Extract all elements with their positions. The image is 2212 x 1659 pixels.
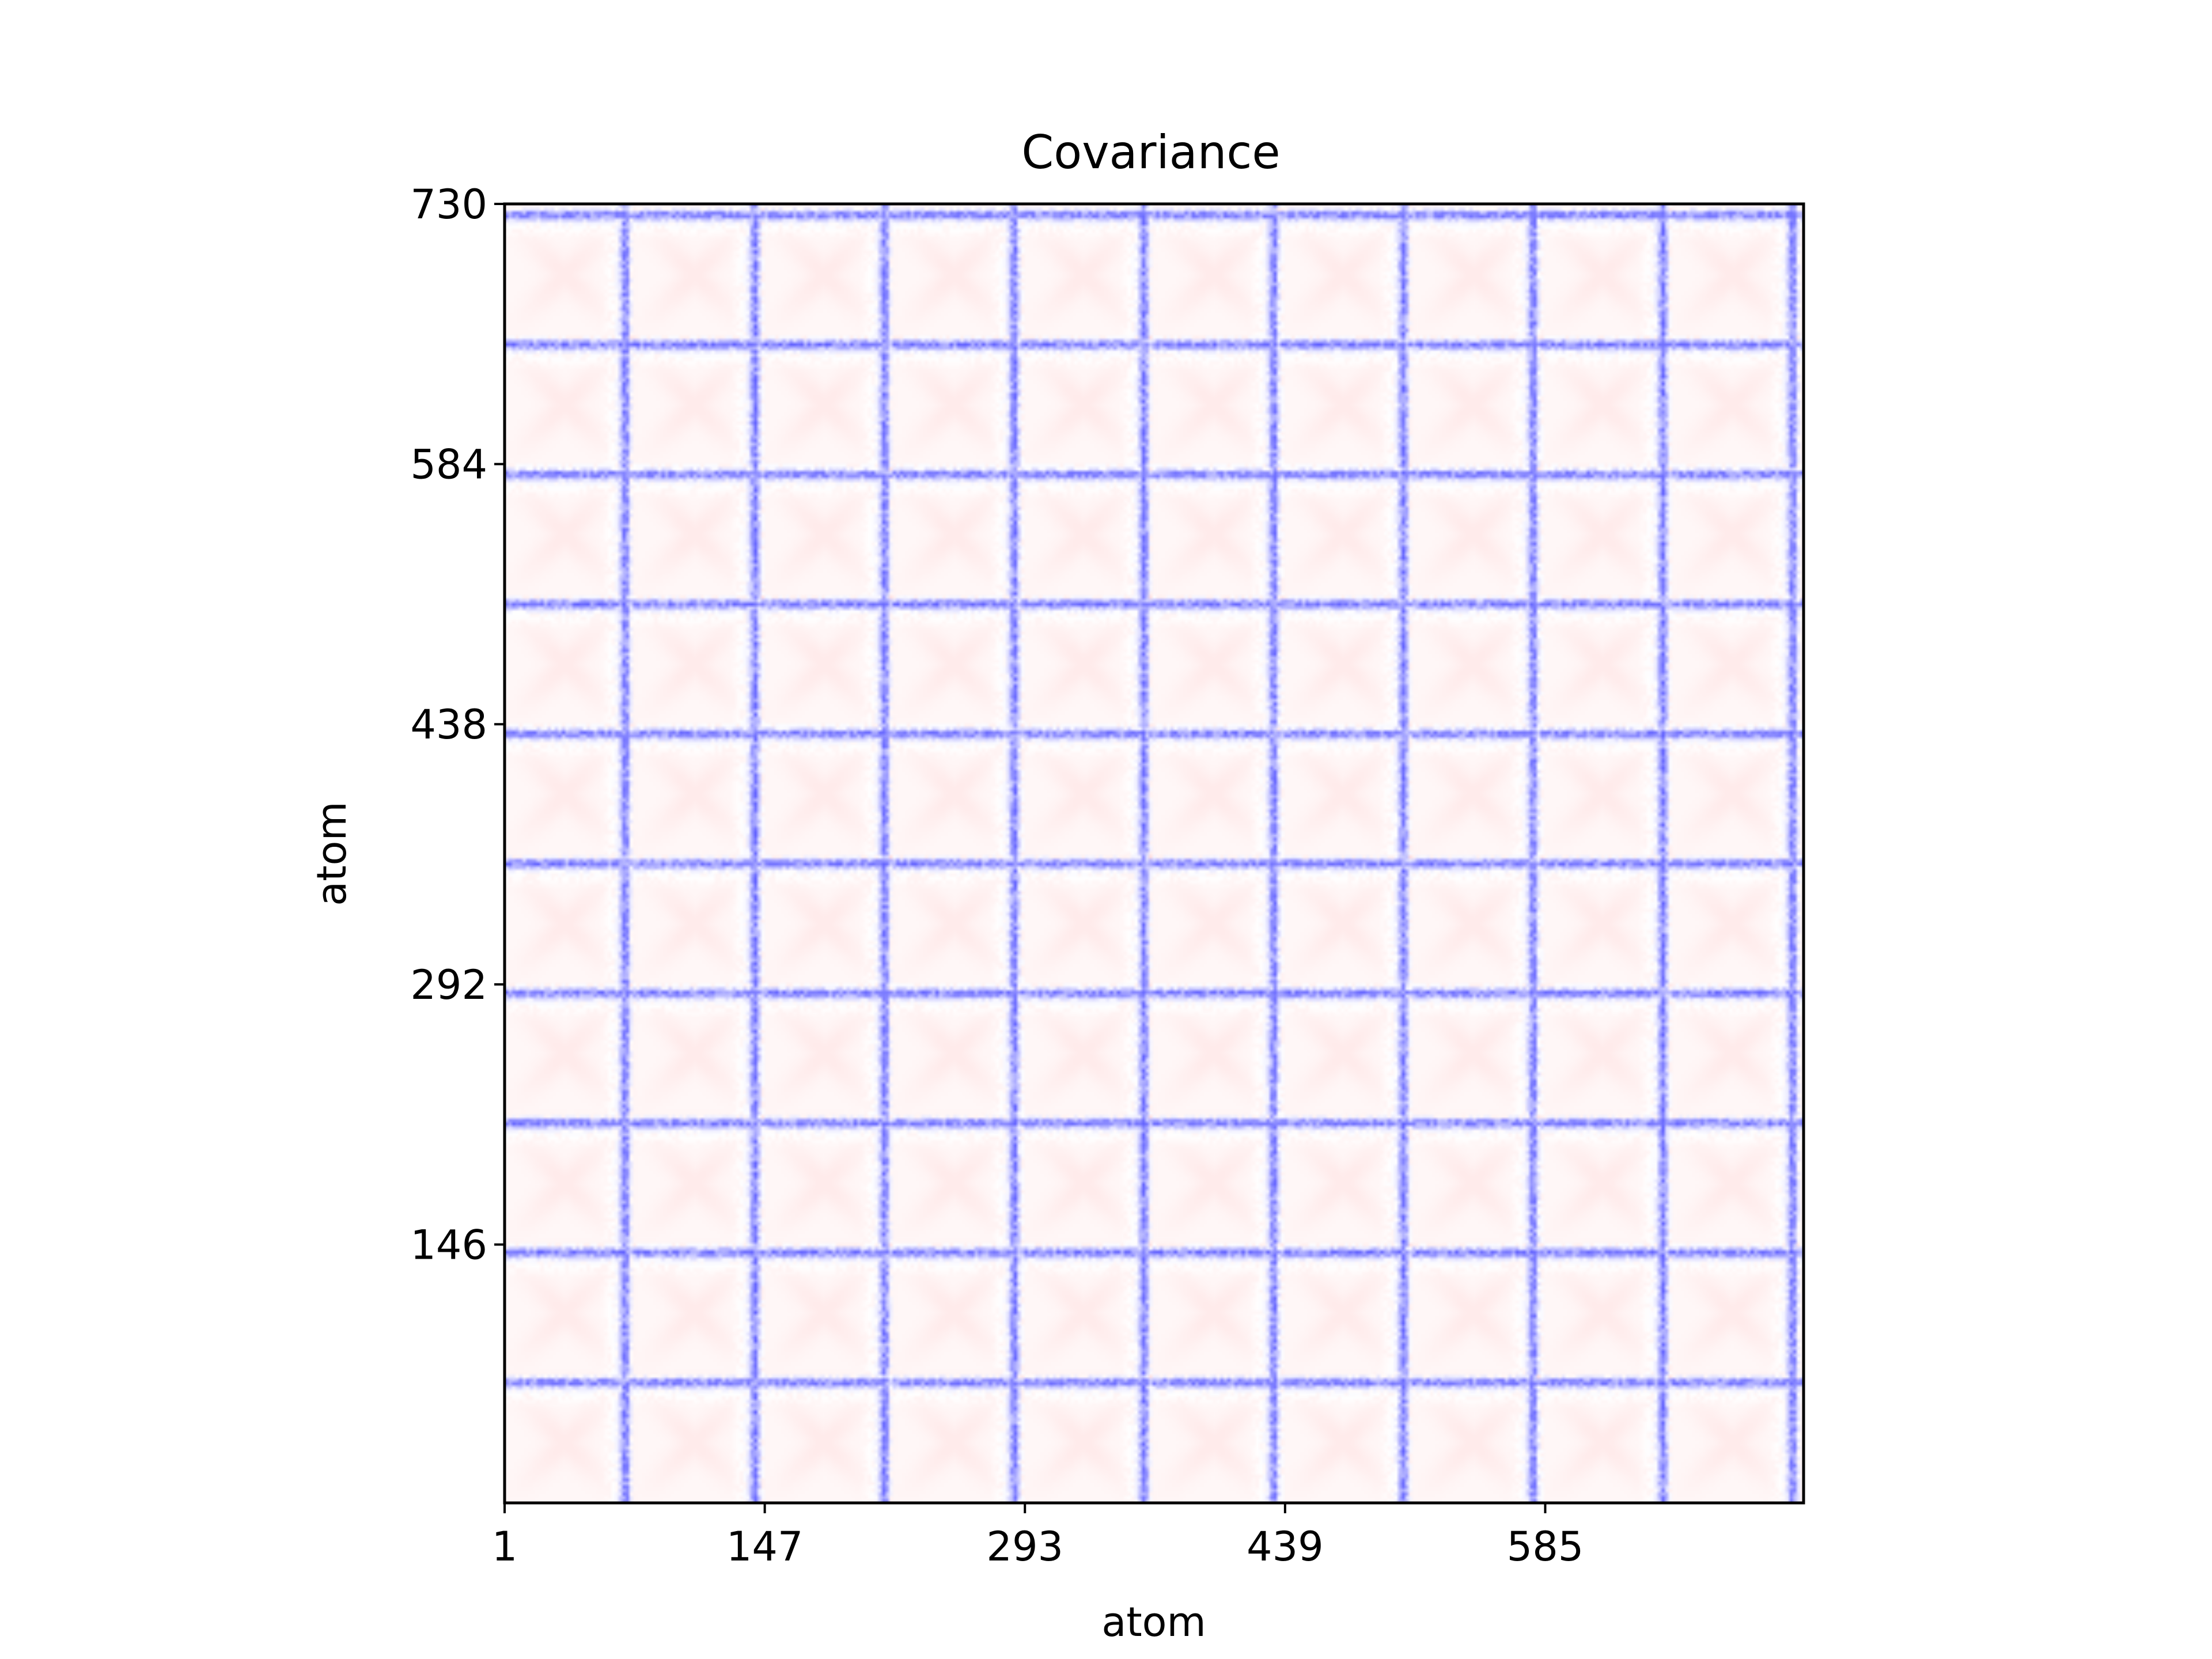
y-axis-ticks: 146 292 438 584 730: [410, 181, 505, 1268]
x-tick-label: 293: [986, 1523, 1063, 1570]
x-tick-label: 439: [1247, 1523, 1324, 1570]
heatmap-plot-area: [503, 202, 1805, 1505]
y-tick-label: 292: [410, 961, 487, 1009]
x-tick-label: 147: [726, 1523, 804, 1570]
y-axis-label: atom: [308, 801, 355, 906]
y-tick-label: 730: [410, 181, 487, 228]
x-tick-label: 1: [492, 1523, 518, 1570]
y-tick-label: 584: [410, 441, 487, 488]
y-tick-label: 438: [410, 701, 487, 748]
y-tick-label: 146: [410, 1221, 487, 1268]
x-axis-label: atom: [1101, 1599, 1206, 1646]
plot-frame: [503, 202, 1805, 1505]
chart-title: Covariance: [1021, 126, 1280, 179]
covariance-heatmap: [505, 204, 1804, 1503]
x-tick-label: 585: [1507, 1523, 1584, 1570]
x-axis-ticks: 1 147 293 439 585: [492, 1503, 1584, 1570]
